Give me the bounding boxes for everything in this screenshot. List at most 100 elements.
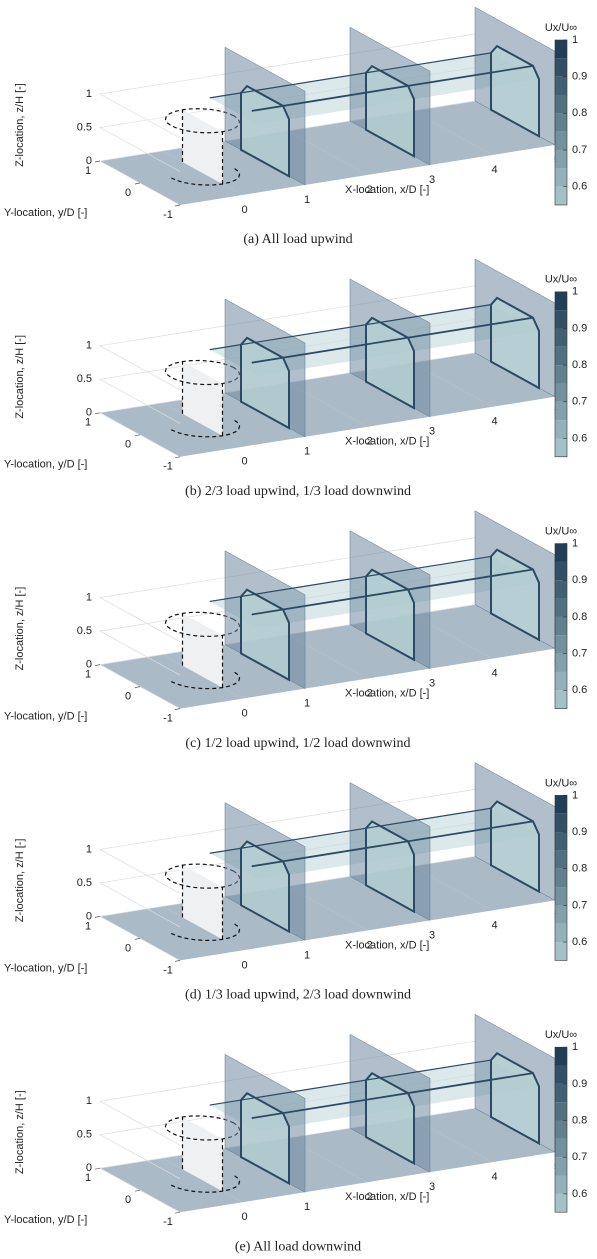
colorbar-band — [555, 561, 567, 581]
colorbar-tick-label: 0.9 — [572, 322, 587, 334]
colorbar-label: Ux/U∞ — [545, 526, 577, 538]
x-axis-label: X-location, x/D [-] — [345, 436, 429, 448]
colorbar-tick-label: 1 — [572, 1041, 578, 1053]
cylinder — [182, 613, 223, 688]
wake-contour — [240, 84, 290, 178]
colorbar-tick-label: 0.6 — [572, 432, 587, 444]
colorbar-label: Ux/U∞ — [545, 1029, 577, 1041]
colorbar-tick-label: 0.9 — [572, 1078, 587, 1090]
wake-contour — [240, 840, 290, 934]
z-tick-label: 0.5 — [77, 121, 92, 133]
colorbar-band — [555, 310, 567, 329]
x-tick-label: 4 — [491, 416, 497, 428]
colorbar-band — [555, 438, 567, 457]
colorbar-label: Ux/U∞ — [545, 274, 577, 286]
colorbar-band — [555, 690, 567, 709]
colorbar-band — [555, 1065, 567, 1084]
z-axis-label: Z-location, z/H [-] — [14, 839, 26, 923]
z-tick-label: 0.5 — [77, 877, 92, 889]
colorbar-tick-label: 1 — [572, 286, 578, 298]
colorbar-tick-label: 0.8 — [572, 107, 587, 119]
z-tick-label: 1 — [86, 592, 92, 604]
colorbar-band — [555, 131, 567, 150]
tick-mark — [174, 960, 181, 962]
colorbar-tick-label: 0.6 — [572, 936, 587, 948]
tick-mark — [94, 160, 101, 163]
wake-contour — [251, 820, 534, 868]
x-tick-label: 0 — [241, 959, 247, 971]
wake-contour — [251, 316, 534, 364]
colorbar-tick-label: 0.8 — [572, 1114, 587, 1126]
x-tick-label: 1 — [304, 1201, 310, 1213]
caption: (d) 1/3 load upwind, 2/3 load downwind — [185, 988, 411, 1003]
colorbar-band — [555, 95, 567, 114]
wake-contour — [490, 548, 540, 642]
colorbar-band — [555, 150, 567, 169]
colorbar-band — [555, 383, 567, 402]
tick-mark — [134, 938, 141, 940]
tick-mark — [134, 1189, 141, 1192]
x-tick-label: 4 — [491, 164, 497, 176]
y-axis-label: Y-location, y/D [-] — [4, 962, 87, 974]
z-tick-label: 1 — [86, 843, 92, 855]
wake-contour — [365, 64, 415, 158]
wake-contour — [490, 296, 540, 390]
colorbar-tick-label: 0.7 — [572, 1151, 587, 1163]
colorbar-tick-label: 0.8 — [572, 359, 587, 371]
wake-contour — [240, 588, 290, 682]
x-tick-label: 4 — [491, 919, 497, 931]
wake-contour — [240, 336, 290, 430]
y-tick-label: 1 — [85, 417, 91, 429]
colorbar-tick-label: 0.6 — [572, 684, 587, 696]
z-tick-label: 0 — [86, 1162, 92, 1174]
y-tick-label: -1 — [163, 461, 173, 473]
colorbar-frame — [554, 543, 568, 709]
caption: (b) 2/3 load upwind, 1/3 load downwind — [185, 484, 411, 499]
x-axis-label: X-location, x/D [-] — [345, 1191, 429, 1203]
z-tick-label: 0 — [86, 407, 92, 419]
colorbar-band — [555, 868, 567, 888]
colorbar-band — [555, 616, 567, 636]
caption: (a) All load upwind — [243, 232, 352, 247]
colorbar-tick-label: 0.9 — [572, 826, 587, 838]
z-tick-label: 0.5 — [77, 373, 92, 385]
colorbar-tick-label: 0.7 — [572, 396, 587, 408]
z-axis-label: Z-location, z/H [-] — [14, 335, 26, 419]
z-tick-label: 0 — [86, 659, 92, 671]
wake-contour — [365, 1072, 415, 1166]
colorbar-band — [555, 1138, 567, 1158]
colorbar-band — [555, 653, 567, 672]
x-axis-label: X-location, x/D [-] — [345, 688, 429, 700]
colorbar-band — [555, 1175, 567, 1194]
caption: (c) 1/2 load upwind, 1/2 load downwind — [185, 736, 410, 751]
colorbar-label: Ux/U∞ — [545, 777, 577, 789]
colorbar-band — [555, 40, 567, 59]
wake-contour — [490, 1052, 540, 1146]
colorbar-band — [555, 401, 567, 421]
x-axis-label: X-location, x/D [-] — [345, 184, 429, 196]
wake-contour — [490, 800, 540, 894]
colorbar-frame — [554, 39, 568, 206]
y-tick-label: -1 — [163, 209, 173, 221]
colorbar-band — [555, 795, 567, 814]
x-tick-label: 1 — [304, 194, 310, 206]
colorbar-band — [555, 365, 567, 384]
tick-mark — [134, 434, 141, 437]
wake-contour — [365, 820, 415, 914]
y-tick-label: -1 — [163, 1216, 173, 1228]
tick-mark — [94, 412, 101, 415]
colorbar-band — [555, 923, 567, 943]
tick-mark — [94, 1167, 101, 1170]
z-tick-label: 1 — [86, 88, 92, 100]
z-tick-label: 1 — [86, 1095, 92, 1107]
colorbar-tick-label: 0.8 — [572, 611, 587, 623]
colorbar-band — [555, 1120, 567, 1139]
colorbar-tick-label: 0.7 — [572, 899, 587, 911]
z-axis-label: Z-location, z/H [-] — [14, 1090, 26, 1174]
wake-contour — [209, 555, 492, 603]
